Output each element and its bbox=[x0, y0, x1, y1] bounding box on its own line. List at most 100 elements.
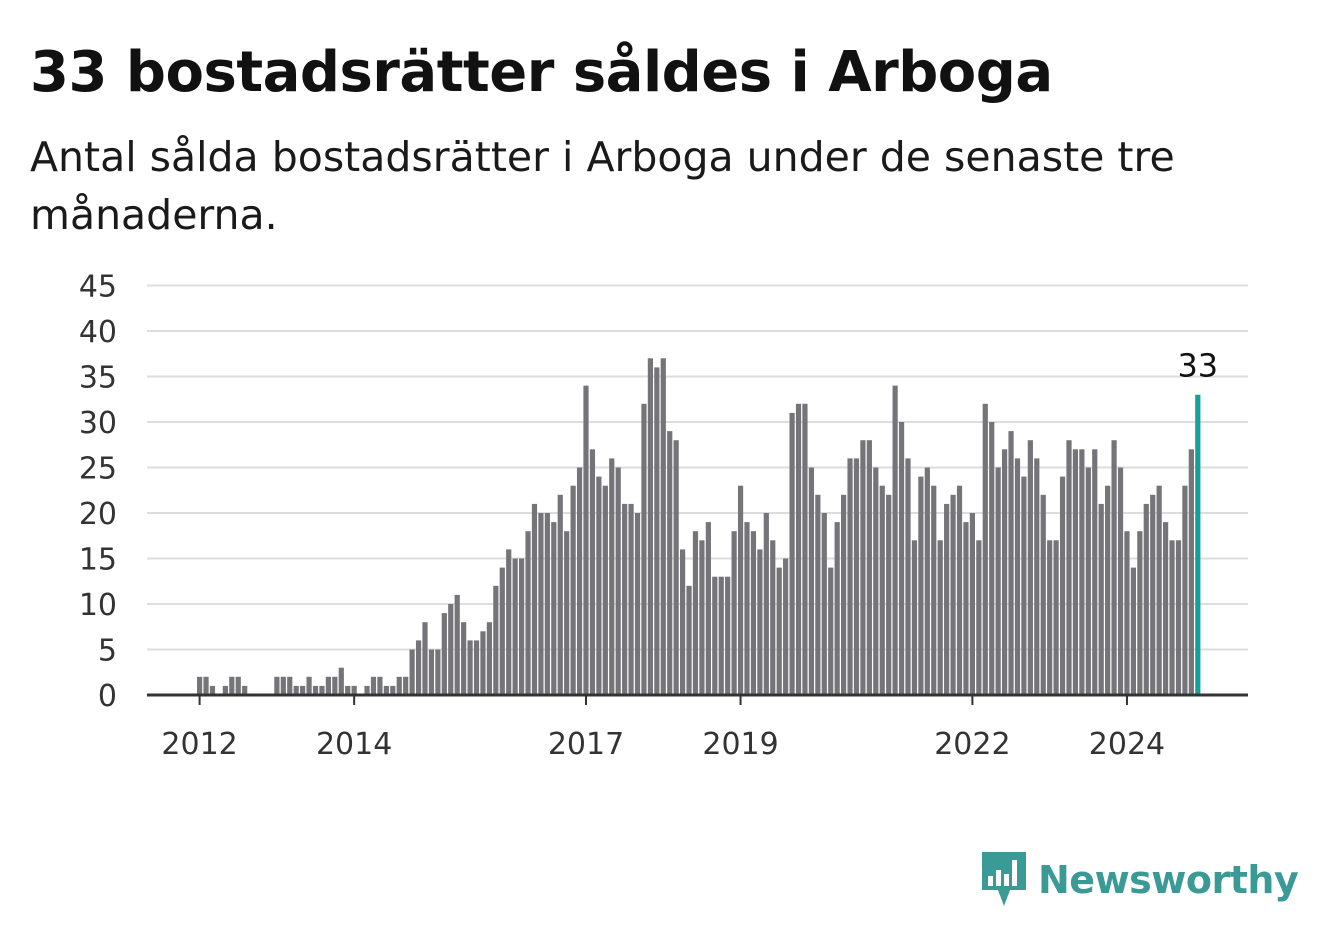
bar bbox=[370, 676, 377, 695]
bar bbox=[911, 540, 918, 695]
bar bbox=[480, 631, 486, 695]
bar bbox=[815, 494, 821, 695]
bar bbox=[989, 422, 995, 695]
bar bbox=[795, 403, 802, 695]
bar bbox=[519, 558, 525, 695]
x-axis: 2012 2014 2017 2019 2022 2024 bbox=[147, 693, 1248, 762]
bar bbox=[1034, 458, 1040, 695]
bar bbox=[982, 403, 988, 695]
bar bbox=[1124, 531, 1130, 695]
bar bbox=[454, 594, 460, 695]
bar bbox=[757, 549, 763, 695]
y-tick-label: 5 bbox=[98, 634, 117, 669]
bar bbox=[995, 467, 1001, 695]
bar-highlight bbox=[1195, 394, 1201, 695]
bar bbox=[602, 485, 608, 695]
bar bbox=[763, 513, 769, 695]
bar bbox=[493, 585, 499, 695]
bar bbox=[531, 503, 538, 695]
bar bbox=[300, 685, 306, 695]
x-tick-label: 2019 bbox=[702, 727, 778, 762]
bar bbox=[203, 676, 209, 695]
bar bbox=[712, 576, 718, 695]
bar bbox=[345, 685, 351, 695]
bar bbox=[828, 567, 834, 695]
bar bbox=[622, 503, 628, 695]
bar bbox=[641, 403, 647, 695]
bar bbox=[235, 676, 241, 695]
chart-title: 33 bostadsrätter såldes i Arboga bbox=[30, 40, 1053, 105]
bar bbox=[1072, 449, 1079, 695]
bar bbox=[1014, 458, 1021, 695]
bar bbox=[319, 685, 325, 695]
bar bbox=[731, 531, 737, 695]
bar bbox=[963, 522, 969, 695]
bar bbox=[280, 676, 286, 695]
bar bbox=[956, 485, 963, 695]
bar bbox=[1040, 494, 1046, 695]
y-tick-label: 40 bbox=[79, 315, 117, 350]
bar bbox=[667, 431, 673, 695]
bar bbox=[834, 522, 840, 695]
brand-name: Newsworthy bbox=[1038, 858, 1299, 902]
bar bbox=[538, 513, 544, 695]
bar bbox=[448, 604, 454, 695]
bar bbox=[1169, 540, 1175, 695]
bar bbox=[589, 449, 596, 695]
bar bbox=[332, 676, 338, 695]
bar bbox=[1137, 531, 1143, 695]
y-tick-label: 45 bbox=[79, 270, 117, 305]
x-tick-label: 2012 bbox=[161, 727, 237, 762]
bar bbox=[435, 649, 441, 695]
bar bbox=[866, 440, 872, 695]
bar bbox=[338, 667, 344, 695]
bar bbox=[944, 503, 950, 695]
bar bbox=[396, 676, 402, 695]
bar bbox=[570, 485, 576, 695]
y-axis: 0 5 10 15 20 25 30 35 40 45 bbox=[79, 270, 117, 715]
bar bbox=[931, 485, 937, 695]
bar bbox=[976, 540, 982, 695]
bar bbox=[905, 458, 911, 695]
bar bbox=[364, 685, 370, 695]
bar bbox=[1047, 540, 1053, 695]
bar bbox=[403, 676, 409, 695]
bar bbox=[557, 494, 563, 695]
bar bbox=[1150, 494, 1156, 695]
bar bbox=[390, 685, 396, 695]
chart-subtitle: Antal sålda bostadsrätter i Arboga under… bbox=[30, 133, 1175, 239]
bar bbox=[718, 576, 724, 695]
bar bbox=[776, 567, 782, 695]
bar bbox=[660, 358, 666, 695]
bar bbox=[860, 440, 866, 695]
bar bbox=[737, 485, 744, 695]
bar bbox=[473, 640, 480, 695]
bar bbox=[1130, 567, 1136, 695]
bar bbox=[512, 558, 518, 695]
bar bbox=[1079, 449, 1085, 695]
bar bbox=[242, 685, 248, 695]
bar bbox=[918, 476, 924, 695]
bar bbox=[1105, 485, 1111, 695]
bar bbox=[744, 522, 750, 695]
bar bbox=[486, 622, 492, 695]
bar bbox=[853, 458, 860, 695]
bar bbox=[783, 558, 789, 695]
bar bbox=[873, 467, 879, 695]
bar bbox=[898, 422, 905, 695]
bar bbox=[937, 540, 943, 695]
bar bbox=[564, 531, 570, 695]
bar bbox=[383, 685, 389, 695]
bar bbox=[609, 458, 615, 695]
bar bbox=[422, 622, 428, 695]
bar bbox=[293, 685, 299, 695]
bar bbox=[615, 467, 621, 695]
data-labels: 33 bbox=[1177, 347, 1218, 385]
bar bbox=[306, 676, 312, 695]
bar bbox=[692, 531, 699, 695]
bar bbox=[209, 685, 216, 695]
bar bbox=[544, 513, 550, 695]
bar bbox=[325, 676, 331, 695]
bar bbox=[229, 676, 235, 695]
